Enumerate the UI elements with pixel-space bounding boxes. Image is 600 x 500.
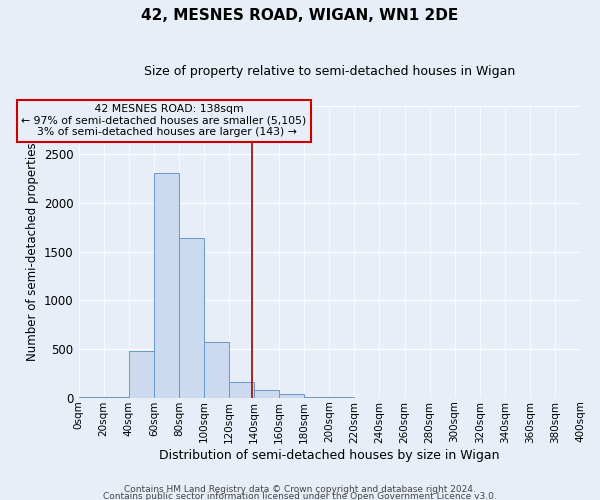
Bar [104, 397, 129, 398]
Bar [179, 238, 204, 398]
Bar [129, 351, 154, 398]
Title: Size of property relative to semi-detached houses in Wigan: Size of property relative to semi-detach… [143, 65, 515, 78]
X-axis label: Distribution of semi-detached houses by size in Wigan: Distribution of semi-detached houses by … [159, 450, 500, 462]
Bar [229, 382, 254, 398]
Bar [154, 173, 179, 398]
Text: Contains HM Land Registry data © Crown copyright and database right 2024.: Contains HM Land Registry data © Crown c… [124, 486, 476, 494]
Y-axis label: Number of semi-detached properties: Number of semi-detached properties [26, 142, 38, 361]
Bar [254, 390, 279, 398]
Bar [304, 397, 329, 398]
Bar [279, 394, 304, 398]
Text: Contains public sector information licensed under the Open Government Licence v3: Contains public sector information licen… [103, 492, 497, 500]
Text: 42, MESNES ROAD, WIGAN, WN1 2DE: 42, MESNES ROAD, WIGAN, WN1 2DE [142, 8, 458, 22]
Bar [204, 342, 229, 398]
Text: 42 MESNES ROAD: 138sqm
← 97% of semi-detached houses are smaller (5,105)
  3% of: 42 MESNES ROAD: 138sqm ← 97% of semi-det… [21, 104, 307, 138]
